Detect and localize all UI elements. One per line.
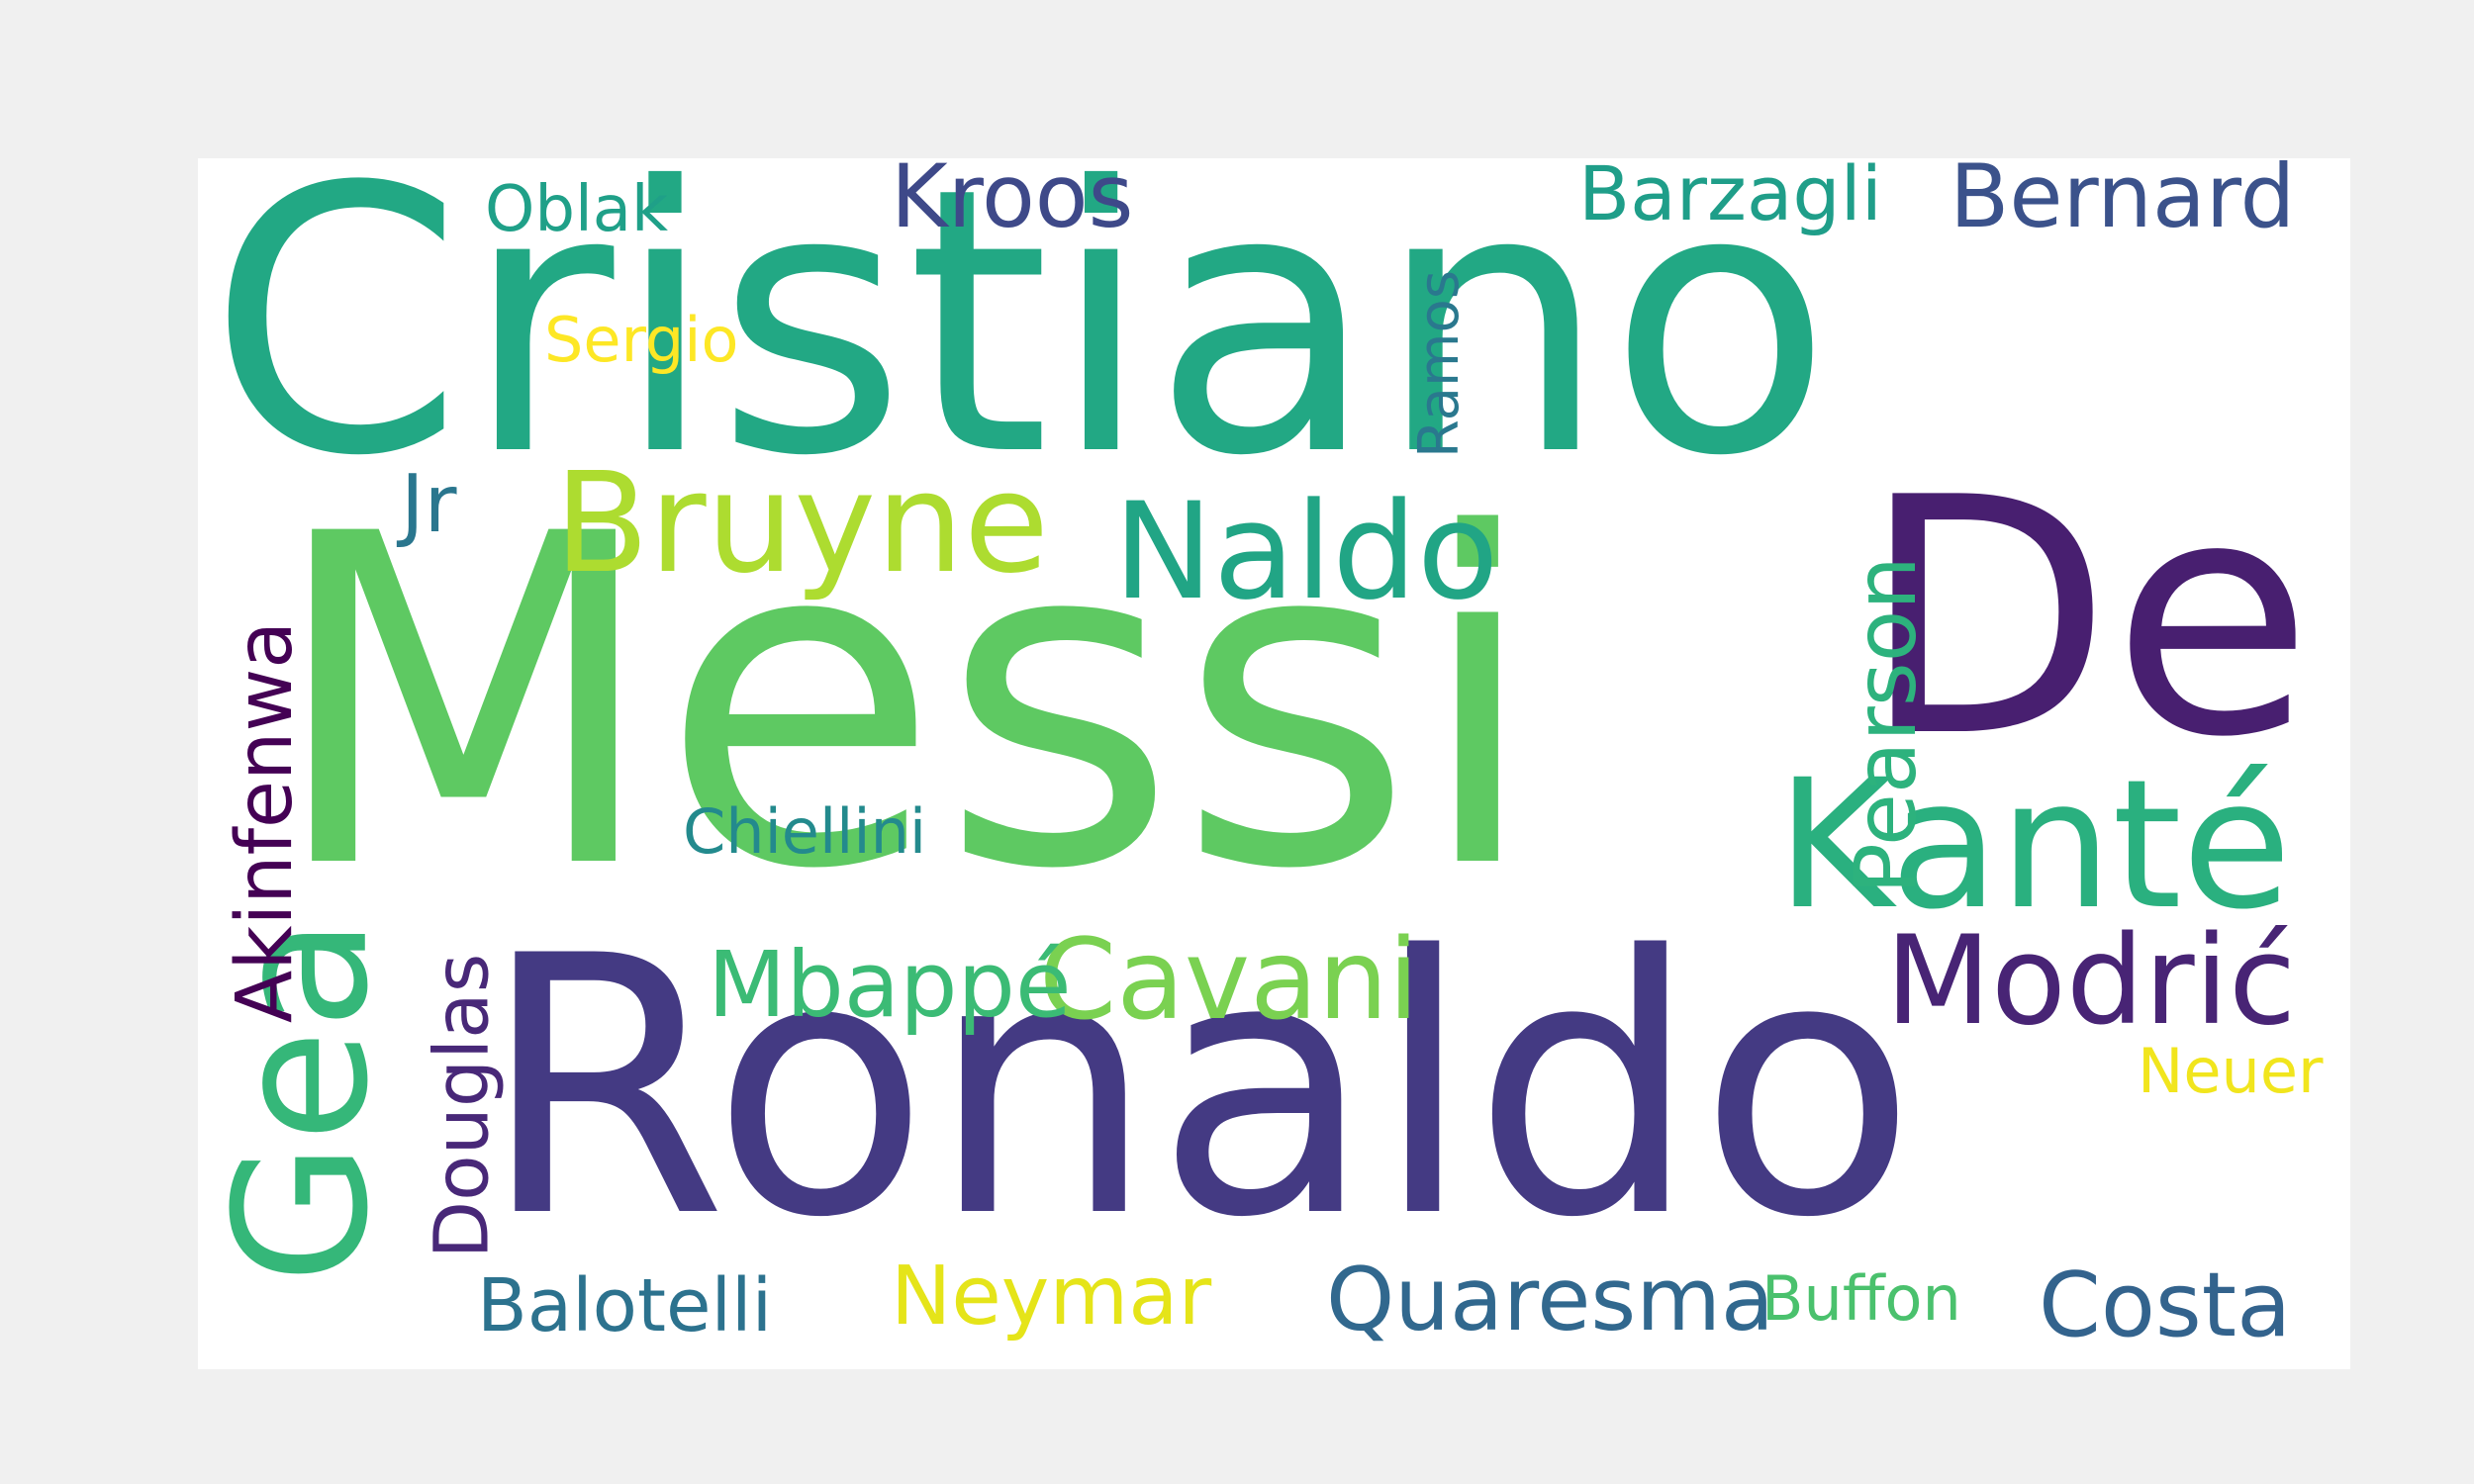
word-bernard: Bernard xyxy=(1950,158,2296,247)
word-bruyne: Bruyne xyxy=(554,443,1050,604)
word-cavani: Cavani xyxy=(1039,916,1419,1045)
word-quaresma: Quaresma xyxy=(1326,1249,1774,1350)
word-akinfenwa: Akinfenwa xyxy=(221,620,311,1024)
word-mbappe: Mbappé xyxy=(708,932,1072,1038)
word-naldo: Naldo xyxy=(1113,474,1499,629)
word-pearson: Pearson xyxy=(1836,556,1936,894)
word-buffon: Buffon xyxy=(1761,1262,1961,1335)
word-balotelli: Balotelli xyxy=(477,1263,773,1348)
word-kroos: Kroos xyxy=(891,158,1134,247)
word-neuer: Neuer xyxy=(2138,1035,2324,1107)
word-ramos: Ramos xyxy=(1406,270,1472,458)
word-messi: Messi xyxy=(267,439,1542,969)
word-ronaldo: Ronaldo xyxy=(480,881,1917,1295)
word-cristiano: Cristiano xyxy=(208,158,1833,536)
word-chiellini: Chiellini xyxy=(683,795,927,868)
word-jr: Jr xyxy=(401,458,457,550)
word-cloud: Cristiano Messi Ronaldo De Kanté Modrić … xyxy=(198,158,2350,1369)
word-oblak: Oblak xyxy=(485,173,669,246)
word-barzagli: Barzagli xyxy=(1578,158,1882,237)
word-neymar: Neymar xyxy=(891,1250,1212,1344)
word-de: De xyxy=(1860,428,2314,808)
word-douglas: Douglas xyxy=(417,953,506,1259)
word-costa: Costa xyxy=(2039,1253,2292,1357)
word-modric: Modrić xyxy=(1885,910,2297,1053)
word-kante: Kanté xyxy=(1776,742,2292,949)
word-sergio: Sergio xyxy=(544,304,739,376)
